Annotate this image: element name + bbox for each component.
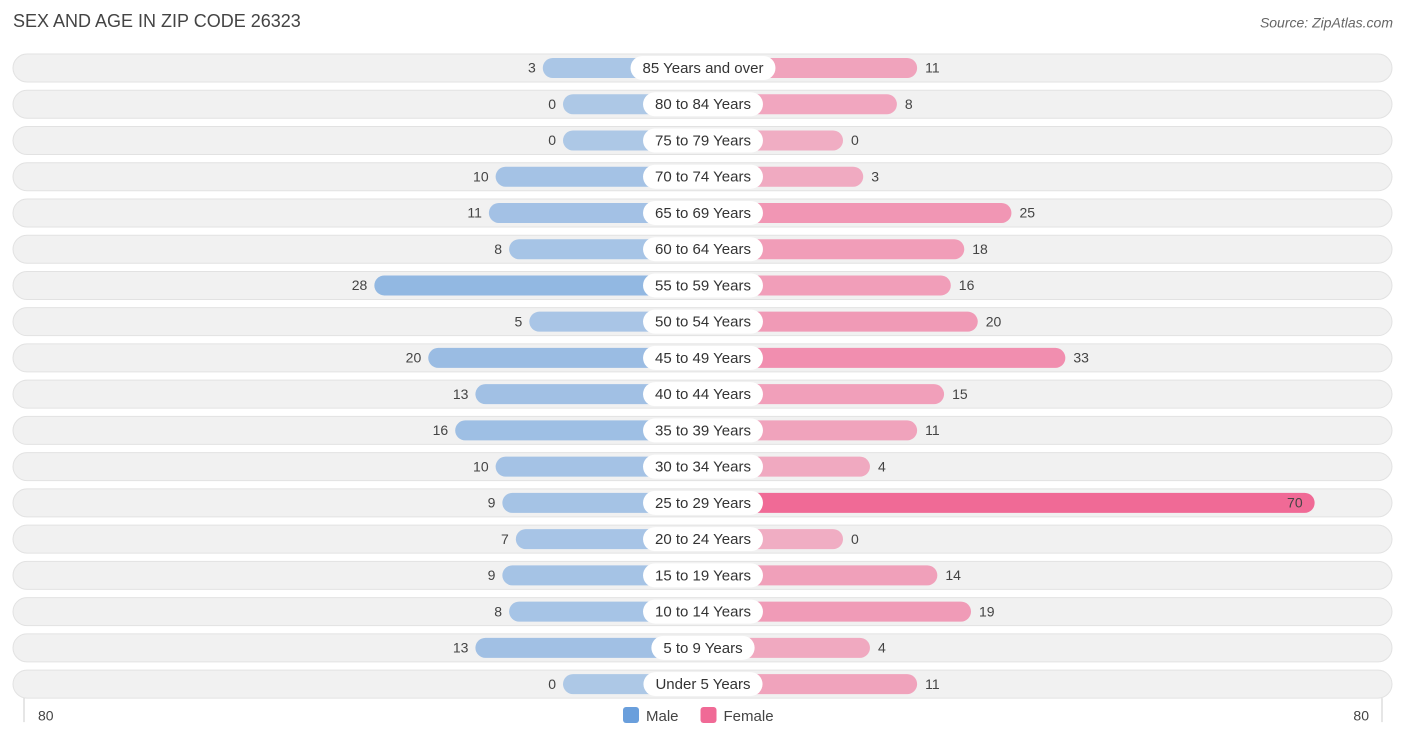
female-bar: [703, 601, 972, 622]
female-bar: [703, 275, 951, 296]
value-label: 0: [548, 96, 556, 112]
category-label: 75 to 79 Years: [655, 132, 751, 149]
category-pill: [643, 273, 763, 298]
value-label: 0: [548, 676, 556, 692]
female-bar: [703, 492, 1315, 513]
category-label: Under 5 Years: [655, 676, 750, 693]
value-label: 9: [488, 567, 496, 583]
legend-label: Male: [646, 708, 679, 725]
category-pill: [643, 490, 763, 515]
legend-swatch: [623, 707, 639, 723]
value-label: 5: [515, 313, 523, 329]
category-label: 60 to 64 Years: [655, 241, 751, 258]
value-label: 9: [488, 495, 496, 511]
category-pill: [643, 92, 763, 117]
value-label: 28: [352, 277, 368, 293]
category-pill: [643, 128, 763, 153]
value-label: 16: [959, 277, 975, 293]
category-label: 50 to 54 Years: [655, 314, 751, 331]
category-pill: [643, 672, 763, 697]
category-pill: [643, 599, 763, 624]
value-label: 20: [406, 350, 422, 366]
category-label: 35 to 39 Years: [655, 422, 751, 439]
category-pill: [651, 635, 755, 660]
source: Source: ZipAtlas.com: [1260, 15, 1393, 31]
x-tick-label: 80: [38, 708, 54, 724]
female-bar: [703, 311, 978, 332]
value-label: 7: [501, 531, 509, 547]
category-label: 80 to 84 Years: [655, 96, 751, 113]
value-label: 3: [528, 60, 536, 76]
value-label: 15: [952, 386, 968, 402]
legend-label: Female: [724, 708, 774, 725]
value-label: 0: [851, 132, 859, 148]
category-pill: [643, 237, 763, 262]
category-pill: [630, 56, 776, 80]
male-bar: [374, 275, 703, 296]
category-pill: [643, 382, 763, 407]
value-label: 20: [986, 313, 1002, 329]
category-pill: [643, 200, 763, 225]
category-pill: [643, 418, 763, 443]
category-pill: [643, 164, 763, 189]
value-label: 25: [1019, 205, 1035, 221]
value-label: 8: [905, 96, 913, 112]
value-label: 10: [473, 168, 489, 184]
chart-title: SEX AND AGE IN ZIP CODE 26323: [13, 11, 301, 31]
female-bar: [703, 202, 1012, 223]
category-label: 40 to 44 Years: [655, 386, 751, 403]
value-label: 19: [979, 603, 995, 619]
value-label: 8: [494, 603, 502, 619]
value-label: 70: [1287, 495, 1303, 511]
category-label: 70 to 74 Years: [655, 169, 751, 186]
value-label: 8: [494, 241, 502, 257]
value-label: 16: [433, 422, 449, 438]
category-label: 20 to 24 Years: [655, 531, 751, 548]
category-pill: [643, 345, 763, 370]
value-label: 4: [878, 640, 886, 656]
category-label: 30 to 34 Years: [655, 459, 751, 476]
value-label: 18: [972, 241, 988, 257]
value-label: 11: [925, 676, 940, 692]
category-label: 85 Years and over: [643, 60, 764, 77]
value-label: 14: [945, 567, 961, 583]
category-label: 55 to 59 Years: [655, 277, 751, 294]
category-label: 45 to 49 Years: [655, 350, 751, 367]
male-bar: [428, 347, 703, 368]
category-label: 25 to 29 Years: [655, 495, 751, 512]
category-label: 5 to 9 Years: [663, 640, 742, 657]
value-label: 33: [1073, 350, 1089, 366]
category-pill: [643, 309, 763, 334]
legend-swatch: [700, 707, 717, 723]
value-label: 13: [453, 640, 469, 656]
category-label: 10 to 14 Years: [655, 604, 751, 621]
value-label: 3: [871, 168, 879, 184]
category-label: 15 to 19 Years: [655, 567, 751, 584]
male-bar: [455, 420, 703, 441]
value-label: 11: [925, 60, 940, 76]
value-label: 11: [925, 422, 940, 438]
category-pill: [643, 527, 763, 552]
category-pill: [643, 454, 763, 479]
value-label: 11: [467, 205, 482, 221]
value-label: 0: [851, 531, 859, 547]
category-label: 65 to 69 Years: [655, 205, 751, 222]
female-bar: [703, 347, 1066, 368]
female-bar: [703, 384, 945, 405]
male-bar: [475, 637, 703, 658]
value-label: 13: [453, 386, 469, 402]
x-tick-label: 80: [1353, 708, 1369, 724]
category-pill: [643, 563, 763, 588]
female-bar: [703, 239, 965, 260]
value-label: 0: [548, 132, 556, 148]
value-label: 10: [473, 458, 489, 474]
value-label: 4: [878, 458, 886, 474]
